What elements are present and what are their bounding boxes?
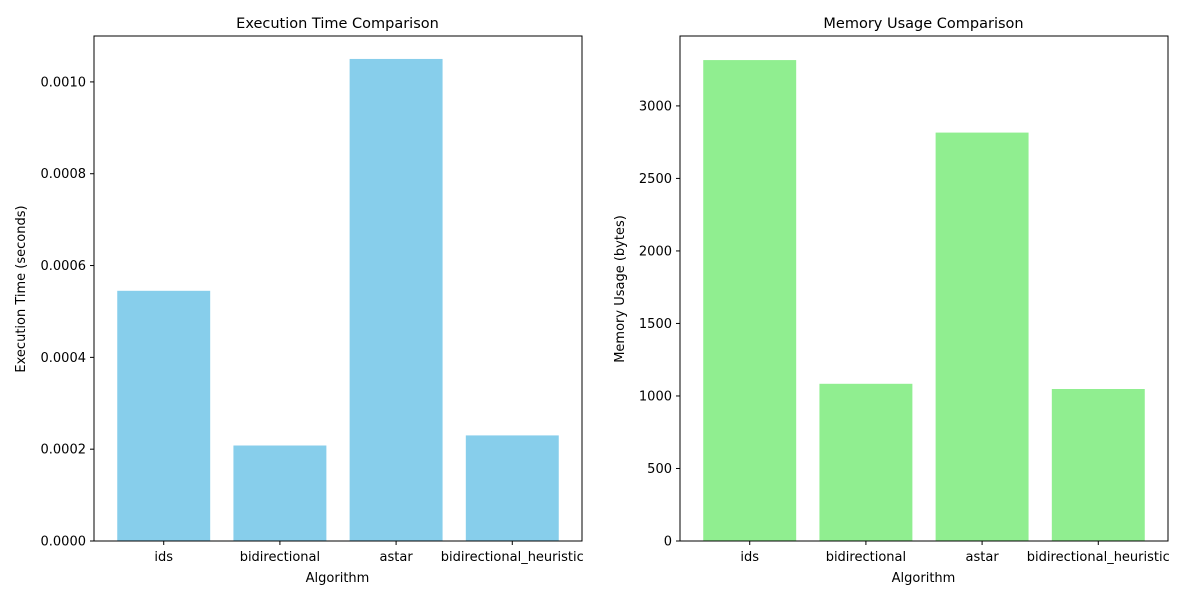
execution-time-x-axis-label: Algorithm [306, 571, 370, 586]
memory-usage-y-axis-ticks: 0 500 1000 1500 2000 2500 3000 [639, 99, 680, 550]
memory-usage-x-tick-label: bidirectional [826, 550, 906, 565]
execution-time-y-axis-ticks: 0.0000 0.0002 0.0004 0.0006 0.0008 0.0010 [41, 75, 94, 550]
memory-usage-y-tick-label: 3000 [639, 99, 672, 114]
execution-time-plot-frame [93, 35, 583, 542]
memory-usage-bar-astar [935, 132, 1029, 541]
memory-usage-x-tick-label: bidirectional_heuristic [1027, 550, 1170, 565]
memory-usage-bars [703, 60, 1145, 541]
memory-usage-x-axis-label: Algorithm [892, 571, 956, 586]
memory-usage-x-tick-label: ids [740, 550, 759, 565]
execution-time-bar-astar [349, 58, 443, 541]
memory-usage-x-tick-label: astar [966, 550, 1000, 565]
memory-usage-y-tick-label: 1500 [639, 317, 672, 332]
execution-time-x-tick-label: bidirectional_heuristic [441, 550, 584, 565]
execution-time-bars [117, 58, 559, 541]
memory-usage-y-tick-label: 0 [664, 535, 672, 550]
execution-time-bar-ids [117, 290, 211, 541]
execution-time-y-tick-label: 0.0008 [41, 167, 87, 182]
execution-time-y-tick-label: 0.0006 [41, 259, 87, 274]
memory-usage-y-tick-label: 500 [647, 462, 672, 477]
execution-time-x-axis-ticks: ids bidirectional astar bidirectional_heuri… [154, 541, 584, 565]
execution-time-bar-bidirectional-heuristic [465, 435, 559, 541]
memory-usage-y-tick-label: 1000 [639, 389, 672, 404]
execution-time-chart-title: Execution Time Comparison [236, 16, 439, 32]
memory-usage-y-tick-label: 2000 [639, 244, 672, 259]
execution-time-y-axis-label: Execution Time (seconds) [14, 205, 29, 372]
memory-usage-bar-bidirectional [819, 383, 913, 541]
memory-usage-y-axis-label: Memory Usage (bytes) [613, 215, 628, 363]
memory-usage-x-axis-ticks: ids bidirectional astar bidirectional_heuri… [740, 541, 1170, 565]
execution-time-chart: Execution Time Comparison 0.00000.00020.… [14, 16, 584, 586]
memory-usage-y-tick-label: 2500 [639, 172, 672, 187]
memory-usage-bar-ids [703, 60, 797, 541]
execution-time-y-tick-label: 0.0004 [41, 351, 87, 366]
memory-usage-plot-frame [679, 35, 1169, 542]
memory-usage-chart-title: Memory Usage Comparison [823, 16, 1023, 32]
execution-time-y-tick-label: 0.0002 [41, 443, 87, 458]
execution-time-x-tick-label: bidirectional [240, 550, 320, 565]
execution-time-x-tick-label: ids [154, 550, 173, 565]
execution-time-y-tick-label: 0.0000 [41, 535, 87, 550]
execution-time-y-tick-label: 0.0010 [41, 75, 87, 90]
execution-time-bar-bidirectional [233, 445, 327, 541]
memory-usage-chart: Memory Usage Comparison 0 500 1000 1500 2000… [613, 16, 1170, 586]
execution-time-x-tick-label: astar [380, 550, 414, 565]
memory-usage-bar-bidirectional-heuristic [1051, 389, 1145, 541]
